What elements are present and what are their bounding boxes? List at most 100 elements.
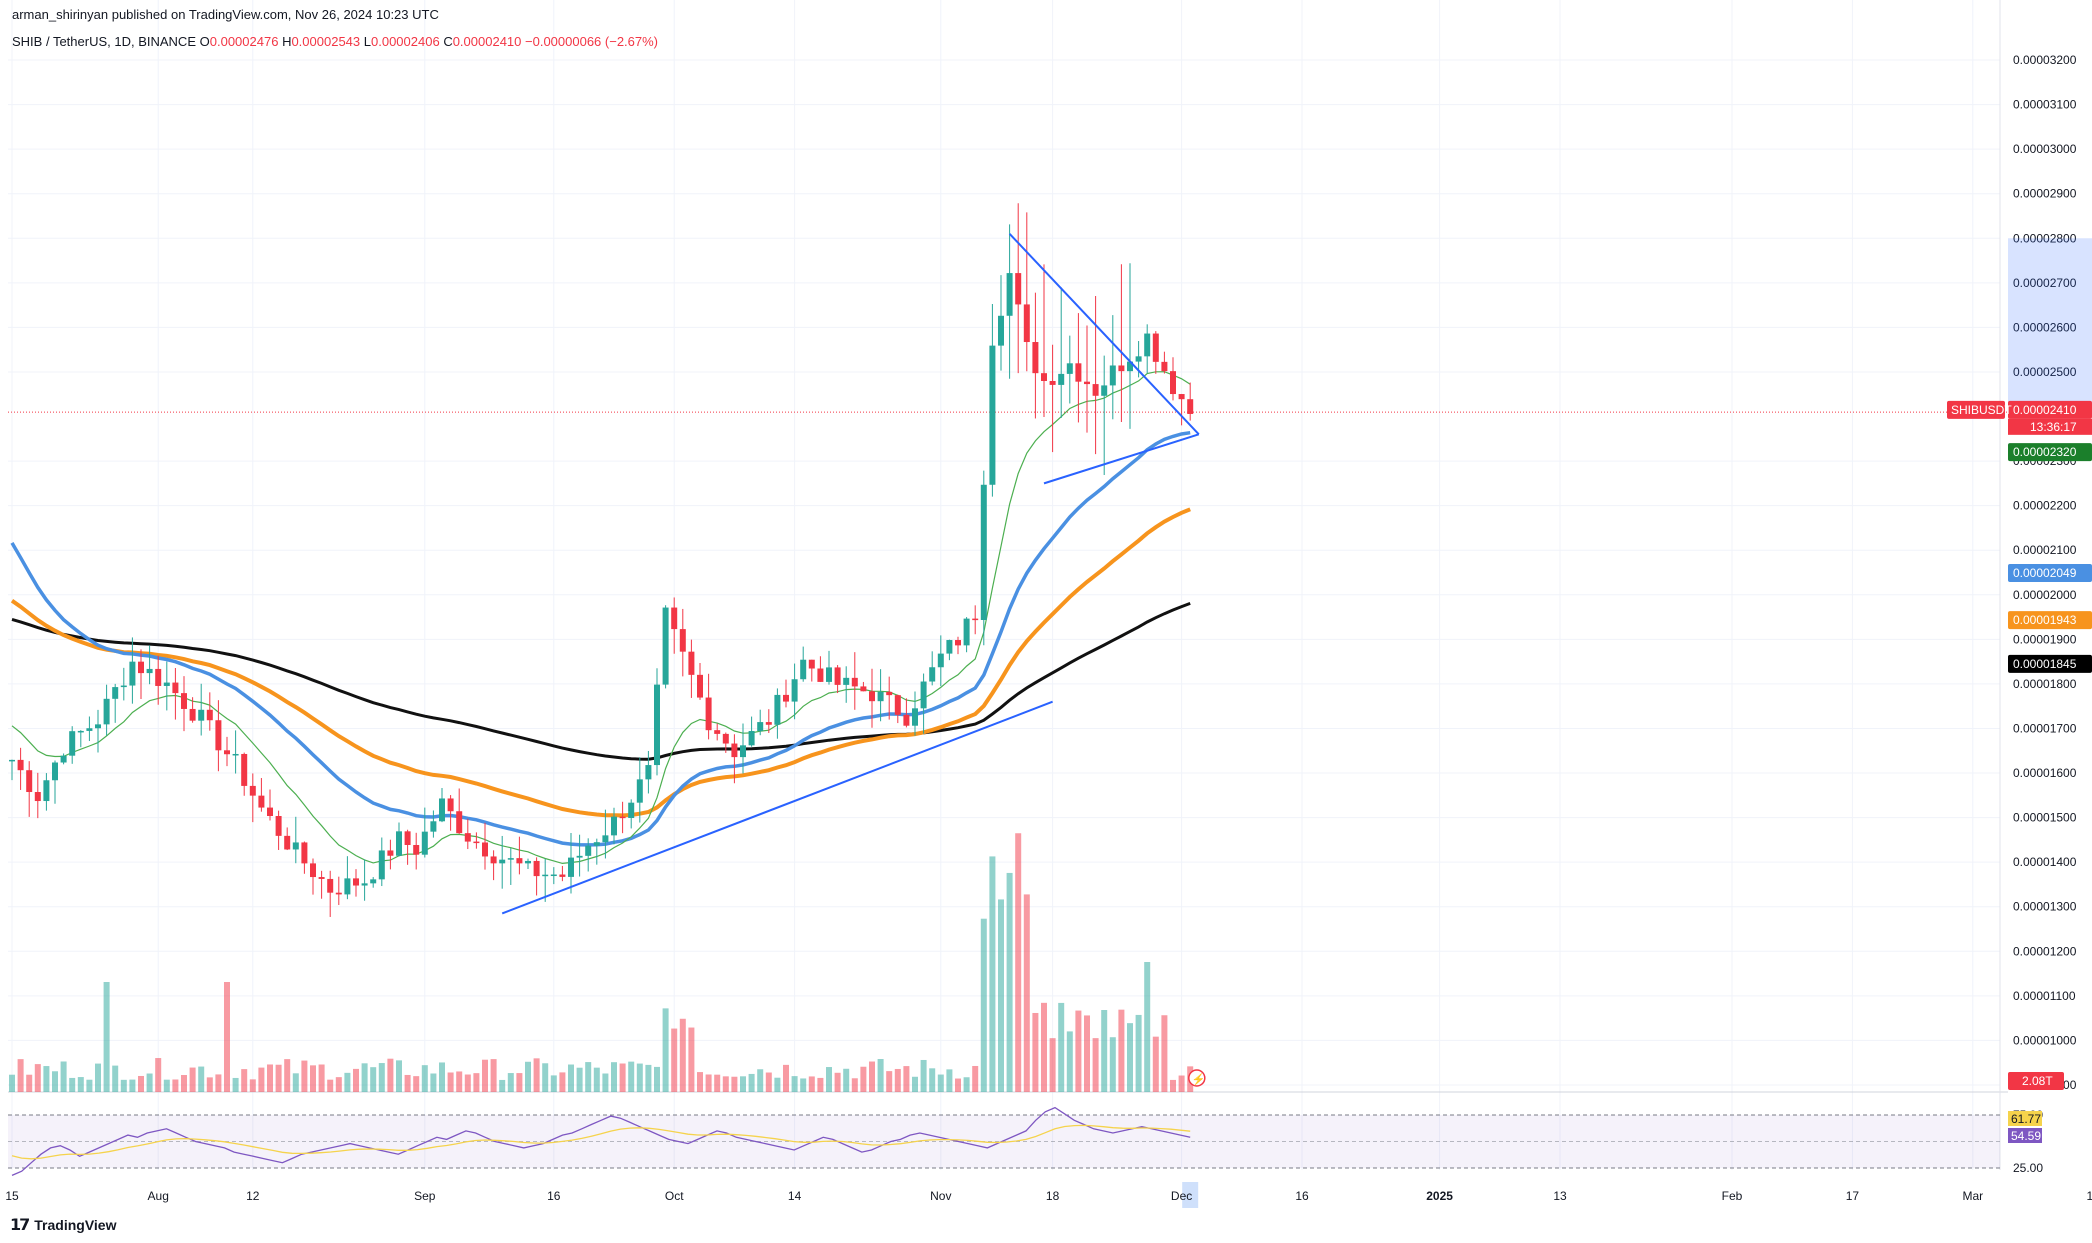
price-tick-label: 0.00002100 (2013, 543, 2077, 557)
candle-body (1032, 342, 1039, 374)
price-tick-label: 0.00001300 (2013, 900, 2077, 914)
volume-bar (430, 1073, 437, 1092)
volume-bar (834, 1072, 841, 1092)
volume-bar (1101, 1010, 1108, 1092)
candle-body (1178, 394, 1185, 400)
volume-bar (1058, 1002, 1065, 1092)
volume-bar (679, 1018, 686, 1092)
trend-lines[interactable] (501, 233, 1200, 915)
volume-bar (955, 1078, 961, 1092)
volume-bar (335, 1077, 342, 1092)
volume-bar (688, 1027, 695, 1092)
volume-bar (439, 1062, 445, 1092)
candle-body (215, 720, 222, 751)
volume-bar (172, 1079, 179, 1092)
candlesticks (9, 203, 1194, 917)
rsi-level-label: 25.00 (2013, 1161, 2043, 1175)
price-axis[interactable]: 0.00003200 0.00003100 0.00003000 0.00002900… (2013, 53, 2077, 1175)
volume-bar (464, 1074, 471, 1092)
volume-bar (800, 1078, 807, 1092)
time-tick-label: 2025 (1426, 1189, 1453, 1203)
volume-bar (843, 1068, 850, 1092)
candle-body (955, 640, 961, 646)
candle-body (697, 674, 703, 698)
volume-bar (860, 1066, 867, 1092)
candle-body (533, 860, 540, 877)
volume-bar (757, 1069, 764, 1092)
candle-body (671, 607, 678, 630)
candle-body (344, 878, 351, 895)
open-label: O (199, 34, 210, 49)
symbol-tag: SHIBUSDT (1951, 403, 2012, 417)
volume-bar (361, 1063, 368, 1092)
volume-bar (1032, 1012, 1039, 1092)
volume-bar (542, 1063, 549, 1092)
volume-bar (129, 1079, 136, 1092)
candle-body (224, 750, 230, 755)
candle-body (1066, 363, 1073, 374)
candle-body (206, 709, 213, 721)
volume-bar (120, 1079, 127, 1092)
volume-bar (43, 1066, 50, 1092)
volume-bar (989, 856, 996, 1092)
low-label: L (363, 34, 371, 49)
volume-bar (869, 1061, 875, 1092)
symbol-info-line: SHIB / TetherUS, 1D, BINANCE O0.00002476… (12, 34, 658, 49)
candle-body (138, 661, 144, 674)
volume-bar (378, 1063, 385, 1092)
candle-body (1023, 304, 1030, 343)
volume-bar (946, 1069, 953, 1092)
tradingview-watermark[interactable]: 𝟭𝟳 TradingView (10, 1215, 116, 1235)
ema-green-tag-bg (2008, 443, 2092, 462)
volume-bar (929, 1068, 936, 1092)
candle-body (593, 842, 600, 846)
candle-body (654, 684, 660, 766)
candle-body (757, 722, 764, 732)
candle-body (774, 694, 781, 725)
volume-bar (619, 1063, 626, 1092)
price-tick-label: 0.00002700 (2013, 276, 2077, 290)
candle-body (843, 677, 850, 685)
volume-bar (189, 1067, 196, 1092)
candle-body (249, 785, 256, 796)
time-tick-label: 16 (547, 1189, 561, 1203)
candle-body (146, 668, 153, 674)
time-axis[interactable]: 15 Aug 12 Sep 16 Oct 14 Nov 18 Dec 16 2025 13 Feb 17 Ma… (5, 1182, 2092, 1208)
candle-body (740, 745, 746, 758)
volume-bar (215, 1074, 222, 1092)
candle-body (1006, 273, 1013, 316)
rsi-ma-line (11, 1124, 1191, 1160)
grid (8, 0, 2008, 1170)
volume-bar (1161, 1015, 1168, 1092)
volume-bar (301, 1060, 308, 1092)
candle-body (112, 687, 119, 699)
candle-body (163, 682, 170, 686)
candle-body (628, 802, 635, 819)
price-tick-label: 0.00001500 (2013, 811, 2077, 825)
open-value: 0.00002476 (209, 34, 279, 49)
volume-bar (783, 1064, 789, 1092)
candle-body (783, 694, 789, 702)
candle-body (937, 653, 944, 668)
time-tick-label: 15 (5, 1189, 19, 1203)
candle-body (421, 831, 428, 855)
candle-body (869, 691, 875, 702)
candle-body (1041, 373, 1047, 382)
candle-body (1127, 361, 1133, 372)
low-value: 0.00002406 (371, 34, 440, 49)
volume-bar (1109, 1037, 1116, 1092)
price-tick-label: 0.00001200 (2013, 944, 2077, 958)
price-tags: 0.00002410 13:36:17 SHIBUSDT 0.00002320 0.00… (1188, 238, 2092, 1143)
candle-body (903, 714, 910, 726)
countdown-bg (2008, 418, 2092, 435)
last-price-tag-bg (2008, 400, 2092, 419)
candle-body (430, 821, 437, 832)
candle-body (998, 315, 1004, 346)
volume-bar (499, 1079, 506, 1092)
price-tick-label: 0.00001600 (2013, 766, 2077, 780)
candle-body (525, 860, 531, 864)
volume-bar (1170, 1079, 1176, 1092)
volume-bar (181, 1075, 187, 1092)
candle-body (310, 863, 316, 878)
